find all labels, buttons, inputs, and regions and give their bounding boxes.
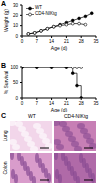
svg-text:0: 0 [15, 34, 18, 39]
svg-text:100: 100 [10, 65, 18, 70]
html-text:Lung: Lung [2, 130, 8, 142]
svg-text:Weight (g): Weight (g) [3, 9, 9, 32]
svg-text:10: 10 [13, 23, 19, 28]
html-text:A: A [1, 0, 7, 7]
svg-text:7: 7 [36, 39, 39, 44]
svg-text:Age (d): Age (d) [51, 45, 68, 51]
svg-text:% Survival: % Survival [3, 71, 9, 95]
html-text:C: C [1, 112, 7, 119]
svg-text:0: 0 [21, 101, 24, 106]
svg-text:21: 21 [64, 101, 70, 106]
svg-text:21: 21 [64, 39, 70, 44]
svg-text:0: 0 [15, 96, 18, 101]
svg-text:35: 35 [93, 39, 99, 44]
svg-text:28: 28 [79, 101, 85, 106]
svg-text:20: 20 [13, 13, 19, 18]
svg-text:30: 30 [13, 3, 19, 8]
html-text:B: B [1, 62, 7, 69]
svg-text:50: 50 [13, 80, 19, 85]
svg-text:0: 0 [21, 39, 24, 44]
html-text:Colon: Colon [2, 161, 8, 175]
svg-text:14: 14 [49, 101, 55, 106]
html-text:WT: WT [35, 5, 42, 10]
svg-text:35: 35 [93, 101, 99, 106]
svg-text:28: 28 [79, 39, 85, 44]
html-text:WT: WT [28, 113, 36, 119]
svg-text:7: 7 [36, 101, 39, 106]
svg-text:Age (d): Age (d) [51, 107, 68, 112]
html-text:CD4-NIKtg: CD4-NIKtg [63, 113, 89, 119]
svg-text:14: 14 [49, 39, 55, 44]
html-text:CD4-NIKtg: CD4-NIKtg [35, 11, 57, 16]
